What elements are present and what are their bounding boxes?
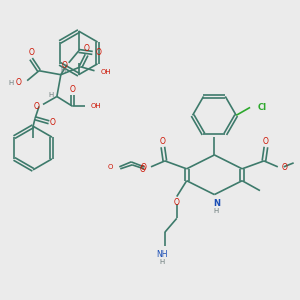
Text: H: H <box>159 259 164 265</box>
Text: NH: NH <box>156 250 168 259</box>
Text: O: O <box>160 136 166 146</box>
Text: O: O <box>33 102 39 111</box>
Text: O: O <box>282 163 288 172</box>
Text: OH: OH <box>91 103 101 109</box>
Text: O: O <box>15 78 21 87</box>
Text: O: O <box>28 48 34 57</box>
Text: H: H <box>214 208 219 214</box>
Text: H: H <box>60 67 65 73</box>
Text: O: O <box>139 165 145 174</box>
Text: Cl: Cl <box>258 103 267 112</box>
Text: O: O <box>140 163 146 172</box>
Text: O: O <box>70 85 76 94</box>
Text: OH: OH <box>100 69 111 75</box>
Text: O: O <box>174 198 180 207</box>
Text: O: O <box>108 164 113 170</box>
Text: N: N <box>213 199 220 208</box>
Text: O: O <box>50 118 56 127</box>
Text: H: H <box>8 80 13 85</box>
Text: H: H <box>48 92 54 98</box>
Text: O: O <box>84 44 89 53</box>
Text: O: O <box>95 48 101 57</box>
Text: O: O <box>62 61 68 70</box>
Text: O: O <box>263 136 269 146</box>
